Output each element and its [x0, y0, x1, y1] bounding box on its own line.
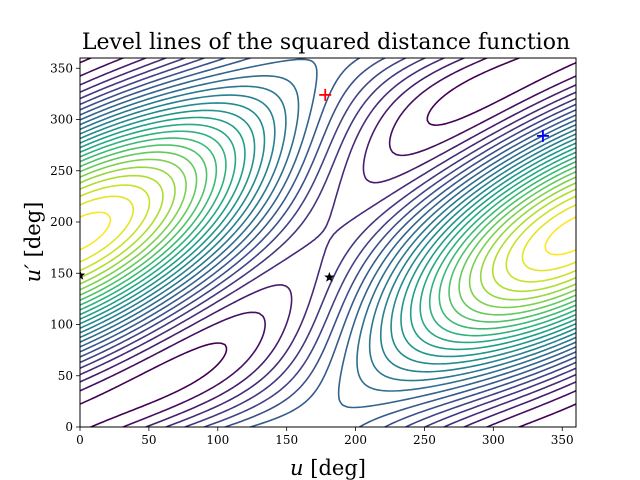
saddle-marker: [324, 271, 335, 282]
x-axis-label: u [deg]: [290, 456, 366, 480]
contour-level-19: [80, 144, 576, 323]
chart-title: Level lines of the squared distance func…: [82, 30, 570, 55]
contour-level-15: [80, 116, 576, 351]
x-tick-label: 0: [76, 433, 84, 447]
y-tick-label: 350: [50, 61, 73, 75]
saddle-marker: [80, 269, 86, 280]
contour-level-16: [80, 123, 576, 344]
x-axis: 0 50 100 150 200 250 300 350: [76, 427, 574, 447]
x-axis-variable: u: [290, 456, 304, 480]
y-axis-label: u′ [deg]: [21, 202, 45, 283]
contour-level-18: [80, 137, 576, 330]
minimum-marker: [536, 129, 549, 142]
contour-level-7: [80, 58, 576, 427]
contour-level-3: [80, 58, 576, 427]
y-tick-label: 300: [50, 113, 73, 127]
contour-level-2: [80, 58, 576, 427]
contour-level-22: [80, 166, 576, 301]
contour-level-12: [80, 94, 576, 373]
x-tick-label: 100: [206, 433, 229, 447]
maximum-marker: [319, 88, 332, 101]
contour-level-13: [80, 102, 576, 365]
y-tick-label: 0: [65, 420, 73, 434]
contour-level-23: [80, 174, 576, 293]
contour-lines: [80, 58, 576, 427]
contour-level-21: [80, 158, 576, 309]
contour-level-11: [80, 85, 576, 382]
contour-level-14: [80, 109, 576, 358]
contour-level-10: [80, 75, 576, 392]
y-axis-unit: [deg]: [21, 202, 45, 264]
x-tick-label: 300: [482, 433, 505, 447]
y-axis-variable: u′: [21, 264, 45, 283]
contour-level-20: [80, 151, 576, 316]
y-tick-label: 200: [50, 215, 73, 229]
critical-point-markers: [80, 88, 549, 282]
x-tick-label: 50: [141, 433, 156, 447]
x-tick-label: 150: [275, 433, 298, 447]
x-tick-label: 200: [344, 433, 367, 447]
x-tick-label: 350: [551, 433, 574, 447]
contour-level-17: [80, 130, 576, 337]
y-tick-label: 100: [50, 318, 73, 332]
plot-frame: [79, 57, 577, 428]
y-tick-label: 150: [50, 266, 73, 280]
contour-level-24: [80, 184, 576, 283]
contour-level-25: [80, 195, 576, 272]
y-tick-label: 50: [58, 369, 73, 383]
y-axis: 0 50 100 150 200 250 300 350: [50, 61, 80, 434]
y-tick-label: 250: [50, 164, 73, 178]
plot-area: [79, 57, 577, 428]
x-tick-label: 250: [413, 433, 436, 447]
contour-level-9: [80, 58, 576, 409]
x-axis-unit: [deg]: [304, 456, 366, 480]
